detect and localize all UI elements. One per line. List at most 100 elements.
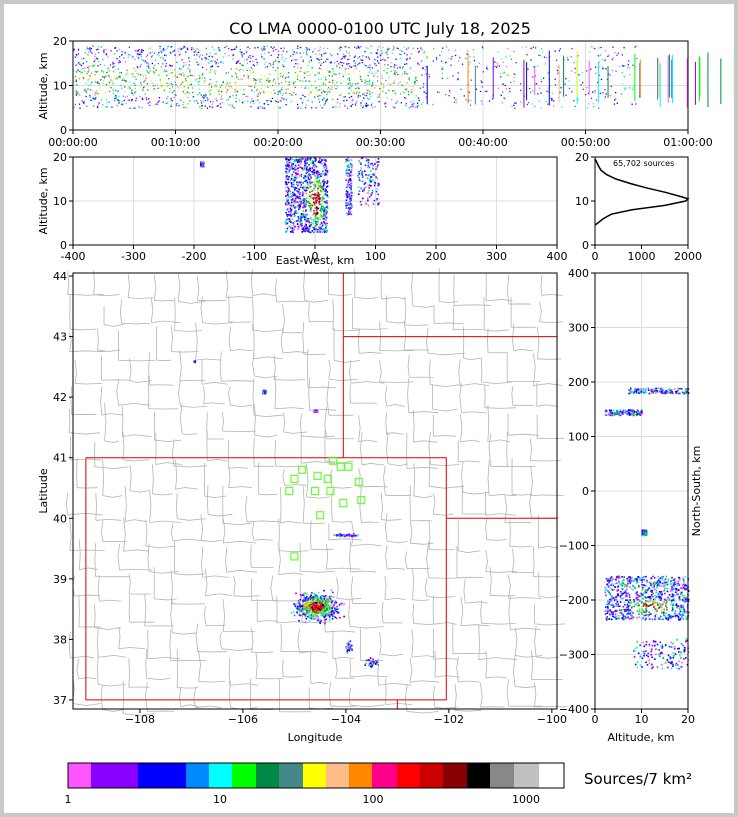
time-height-source: [87, 88, 89, 90]
ew-source: [297, 220, 300, 222]
ew-source: [299, 195, 301, 198]
ew-source: [319, 182, 322, 185]
time-height-source: [152, 85, 155, 87]
time-height-source: [570, 56, 572, 58]
ew-source: [306, 175, 309, 177]
time-height-source: [336, 53, 339, 55]
time-height-source: [513, 104, 515, 107]
time-x-tick-label: 00:20:00: [253, 136, 302, 149]
time-height-source: [252, 100, 255, 102]
time-height-source: [86, 89, 88, 91]
time-height-source: [121, 51, 123, 53]
ew-source: [304, 223, 307, 225]
ew-source: [288, 169, 291, 171]
time-height-source: [292, 83, 295, 85]
time-height-source: [448, 57, 450, 59]
time-height-source: [484, 90, 487, 93]
time-height-source: [134, 70, 137, 72]
ew-source: [293, 194, 295, 197]
time-height-source: [209, 94, 211, 96]
time-height-source: [278, 61, 280, 63]
time-height-source: [116, 50, 118, 52]
county-boundary: [245, 495, 248, 522]
ew-source: [299, 221, 302, 223]
ew-source: [286, 183, 288, 186]
county-boundary: [407, 711, 439, 714]
time-height-source: [186, 48, 189, 51]
time-height-source: [147, 89, 149, 91]
time-height-source: [76, 91, 78, 94]
ew-source: [323, 178, 325, 181]
ew-source: [346, 190, 349, 193]
county-boundary: [434, 650, 436, 678]
time-height-source: [79, 107, 81, 109]
county-boundary: [508, 433, 539, 436]
time-height-source: [540, 78, 542, 80]
time-height-source: [102, 82, 104, 84]
time-height-source: [527, 68, 529, 70]
ew-source: [305, 226, 308, 228]
time-height-source: [544, 63, 547, 65]
map-source: [309, 597, 312, 599]
time-height-source: [239, 62, 241, 65]
time-height-source: [405, 97, 407, 100]
time-height-source: [89, 47, 91, 49]
map-source: [371, 663, 374, 665]
time-height-source: [376, 51, 378, 53]
ew-source: [285, 231, 287, 233]
time-height-source: [503, 97, 505, 99]
ew-source: [288, 218, 291, 220]
time-height-source: [109, 64, 112, 66]
map-source: [368, 659, 371, 661]
time-height-source: [404, 88, 407, 91]
county-boundary: [454, 684, 457, 711]
county-boundary: [385, 513, 388, 542]
ew-source: [349, 186, 351, 189]
ew-source: [294, 200, 296, 202]
ew-source: [305, 203, 307, 206]
time-height-source: [334, 79, 336, 81]
time-height-source: [541, 51, 544, 54]
time-height-source: [201, 58, 203, 60]
time-height-source: [403, 46, 405, 49]
map-source: [310, 613, 313, 615]
time-height-source: [266, 86, 269, 88]
time-height-source: [425, 97, 428, 99]
time-height-source: [95, 81, 97, 83]
time-height-source: [142, 98, 144, 100]
map-source: [304, 604, 307, 607]
ew-source: [308, 197, 311, 200]
time-height-source: [245, 58, 248, 60]
time-height-source: [118, 100, 120, 102]
county-boundary: [122, 680, 125, 714]
map-source: [290, 611, 293, 614]
time-height-source: [309, 81, 311, 83]
county-boundary: [386, 432, 389, 464]
time-height-source: [426, 57, 428, 59]
ew-source: [286, 213, 288, 216]
county-boundary: [334, 360, 361, 363]
time-height-source: [470, 79, 472, 81]
time-height-source: [134, 87, 136, 89]
ew-source: [305, 163, 308, 166]
time-height-source: [345, 50, 348, 52]
time-height-source: [165, 65, 167, 67]
time-height-source: [134, 92, 136, 94]
time-height-source: [425, 92, 427, 94]
time-height-source: [614, 51, 616, 54]
time-height-source: [197, 102, 199, 104]
time-height-source: [149, 47, 151, 49]
ns-source: [636, 616, 638, 619]
ew-source: [301, 222, 303, 225]
ew-source: [288, 210, 290, 213]
county-boundary: [174, 330, 203, 332]
ew-source: [316, 176, 319, 178]
time-height-source: [604, 50, 606, 52]
time-height-source: [162, 56, 164, 59]
time-height-source: [255, 82, 257, 84]
time-height-source: [97, 104, 100, 106]
time-height-source: [93, 64, 96, 67]
time-height-source: [171, 71, 173, 74]
time-height-source: [263, 63, 266, 65]
time-height-source: [598, 107, 600, 109]
